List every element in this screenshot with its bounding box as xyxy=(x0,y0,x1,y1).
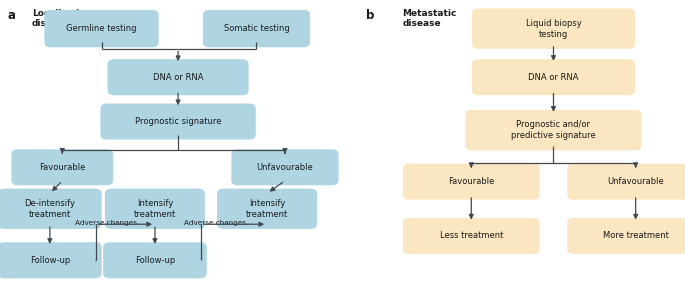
FancyBboxPatch shape xyxy=(0,189,101,229)
FancyBboxPatch shape xyxy=(403,218,540,254)
Text: Prognostic signature: Prognostic signature xyxy=(135,117,221,126)
FancyBboxPatch shape xyxy=(472,9,635,49)
Text: DNA or RNA: DNA or RNA xyxy=(153,73,203,82)
Text: Intensify
treatment: Intensify treatment xyxy=(134,199,176,219)
Text: Prognostic and/or
predictive signature: Prognostic and/or predictive signature xyxy=(511,120,596,140)
FancyBboxPatch shape xyxy=(567,164,685,200)
Text: Localized
disease: Localized disease xyxy=(32,9,79,28)
FancyBboxPatch shape xyxy=(101,104,256,140)
Text: a: a xyxy=(7,9,15,21)
Text: Somatic testing: Somatic testing xyxy=(223,24,289,33)
Text: Unfavourable: Unfavourable xyxy=(257,163,313,172)
FancyBboxPatch shape xyxy=(45,10,159,47)
FancyBboxPatch shape xyxy=(108,59,249,95)
Text: Favourable: Favourable xyxy=(448,177,495,186)
FancyBboxPatch shape xyxy=(567,218,685,254)
FancyBboxPatch shape xyxy=(105,189,205,229)
Text: Unfavourable: Unfavourable xyxy=(608,177,664,186)
FancyBboxPatch shape xyxy=(465,110,642,150)
Text: Favourable: Favourable xyxy=(39,163,86,172)
FancyBboxPatch shape xyxy=(472,59,635,95)
Text: Germline testing: Germline testing xyxy=(66,24,137,33)
FancyBboxPatch shape xyxy=(103,242,207,278)
Text: Adverse changes: Adverse changes xyxy=(184,220,246,226)
FancyBboxPatch shape xyxy=(0,242,101,278)
FancyBboxPatch shape xyxy=(232,149,338,185)
Text: Adverse changes: Adverse changes xyxy=(75,220,137,226)
FancyBboxPatch shape xyxy=(403,164,540,200)
Text: DNA or RNA: DNA or RNA xyxy=(528,73,579,82)
FancyBboxPatch shape xyxy=(203,10,310,47)
Text: De-intensify
treatment: De-intensify treatment xyxy=(25,199,75,219)
Text: Metastatic
disease: Metastatic disease xyxy=(402,9,457,28)
FancyBboxPatch shape xyxy=(12,149,113,185)
Text: Intensify
treatment: Intensify treatment xyxy=(246,199,288,219)
FancyBboxPatch shape xyxy=(217,189,317,229)
Text: Liquid biopsy
testing: Liquid biopsy testing xyxy=(525,19,582,39)
Text: More treatment: More treatment xyxy=(603,231,669,241)
Text: b: b xyxy=(366,9,375,21)
Text: Follow-up: Follow-up xyxy=(135,256,175,265)
Text: Less treatment: Less treatment xyxy=(440,231,503,241)
Text: Follow-up: Follow-up xyxy=(29,256,70,265)
